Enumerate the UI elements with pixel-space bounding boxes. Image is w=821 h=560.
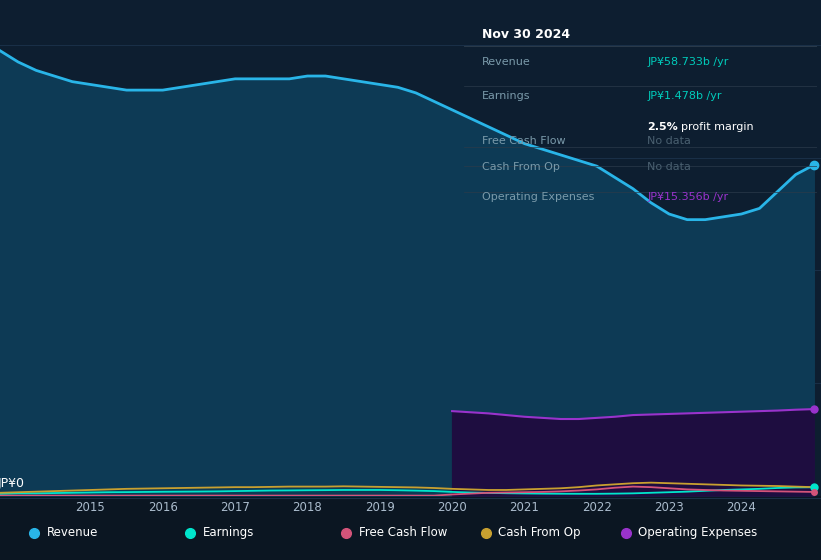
Text: No data: No data — [648, 162, 691, 172]
Text: profit margin: profit margin — [681, 122, 754, 132]
Text: Revenue: Revenue — [47, 526, 99, 539]
Text: Operating Expenses: Operating Expenses — [638, 526, 757, 539]
Text: Cash From Op: Cash From Op — [481, 162, 559, 172]
Text: Free Cash Flow: Free Cash Flow — [481, 136, 565, 146]
Text: Earnings: Earnings — [203, 526, 255, 539]
Text: Free Cash Flow: Free Cash Flow — [359, 526, 447, 539]
Text: JP¥15.356b /yr: JP¥15.356b /yr — [648, 192, 728, 202]
Text: JP¥1.478b /yr: JP¥1.478b /yr — [648, 91, 722, 101]
Text: Earnings: Earnings — [481, 91, 530, 101]
Text: Operating Expenses: Operating Expenses — [481, 192, 594, 202]
Text: Cash From Op: Cash From Op — [498, 526, 580, 539]
Text: JP¥58.733b /yr: JP¥58.733b /yr — [648, 57, 729, 67]
Text: Revenue: Revenue — [481, 57, 530, 67]
Text: JP¥0: JP¥0 — [0, 477, 25, 489]
Text: Nov 30 2024: Nov 30 2024 — [481, 28, 570, 41]
Text: 2.5%: 2.5% — [648, 122, 678, 132]
Text: No data: No data — [648, 136, 691, 146]
